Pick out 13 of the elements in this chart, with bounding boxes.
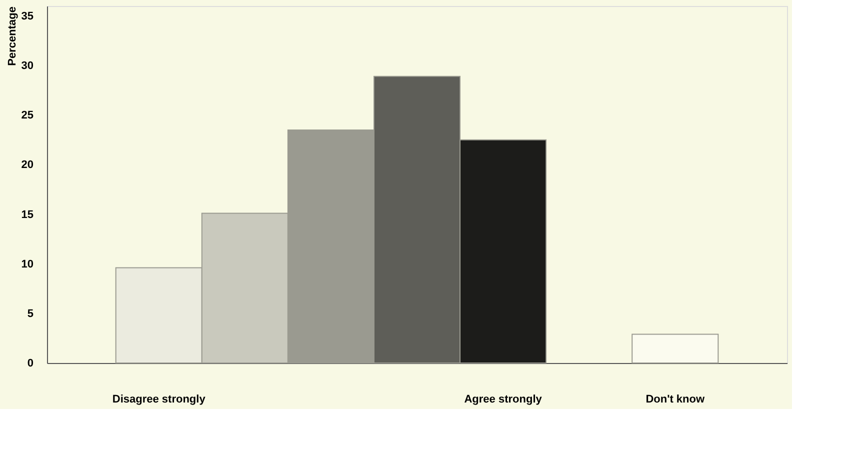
y-tick-label: 10	[21, 258, 34, 270]
y-tick-label: 20	[21, 159, 34, 172]
y-tick-label: 5	[27, 308, 34, 320]
x-tick-label: Agree strongly	[464, 394, 543, 406]
bar	[632, 334, 719, 364]
x-tick-label: Don't know	[646, 394, 705, 406]
y-tick-label: 15	[21, 208, 34, 221]
y-tick-label: 35	[21, 10, 34, 22]
y-axis-title: Percentage	[6, 6, 18, 66]
x-tick-label: Disagree strongly	[112, 394, 206, 406]
y-tick-label: 25	[21, 110, 34, 122]
y-tick-label: 0	[27, 358, 34, 370]
y-tick-label: 30	[21, 60, 34, 72]
